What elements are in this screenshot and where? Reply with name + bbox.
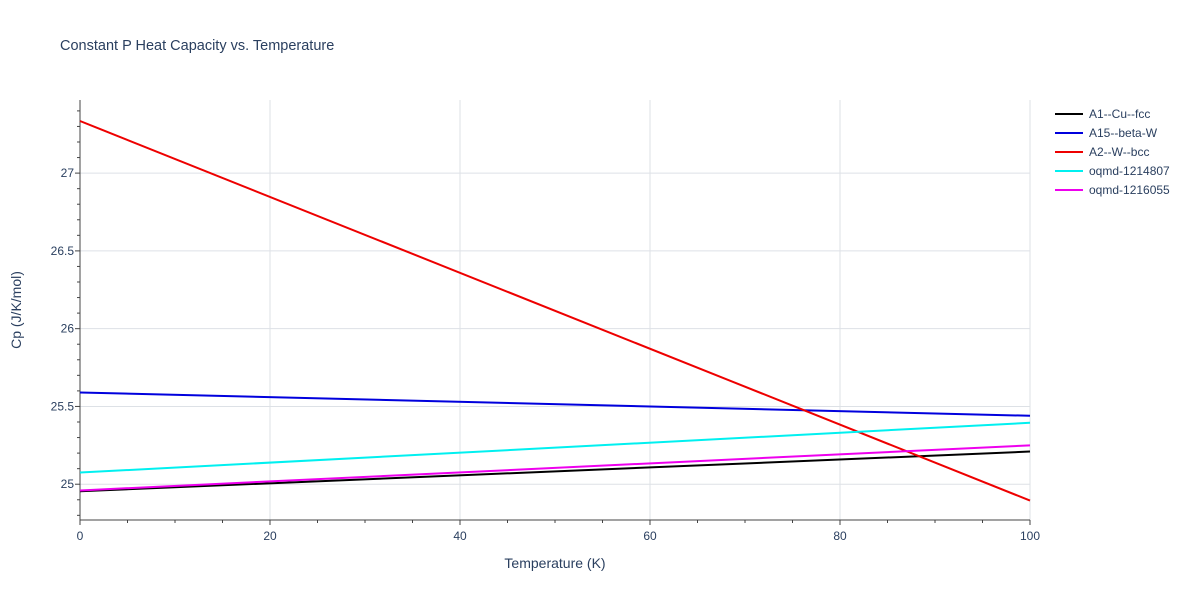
legend-label: A15--beta-W: [1089, 126, 1158, 140]
x-tick-label: 0: [77, 529, 84, 543]
x-tick-label: 20: [263, 529, 277, 543]
series-line-A1--Cu--fcc[interactable]: [79, 450, 1031, 493]
y-tick-label: 25.5: [51, 399, 75, 413]
axes: [75, 100, 1031, 525]
y-tick-label: 26: [61, 322, 75, 336]
x-tick-label: 80: [833, 529, 847, 543]
chart-title: Constant P Heat Capacity vs. Temperature: [60, 38, 334, 54]
legend-label: A2--W--bcc: [1089, 145, 1149, 159]
legend-item[interactable]: oqmd-1214807: [1055, 164, 1170, 178]
legend-item[interactable]: A15--beta-W: [1055, 126, 1158, 140]
y-axis-label: Cp (J/K/mol): [8, 271, 24, 349]
legend-item[interactable]: oqmd-1216055: [1055, 183, 1170, 197]
legend[interactable]: A1--Cu--fcc A15--beta-W A2--W--bcc oqmd-121…: [1055, 107, 1170, 197]
legend-label: oqmd-1214807: [1089, 164, 1170, 178]
series-line-A15--beta-W[interactable]: [79, 391, 1031, 417]
y-tick-label: 25: [61, 477, 75, 491]
legend-item[interactable]: A2--W--bcc: [1055, 145, 1149, 159]
x-tick-label: 60: [643, 529, 657, 543]
series-line-A2--W--bcc[interactable]: [79, 120, 1031, 502]
legend-label: oqmd-1216055: [1089, 183, 1170, 197]
x-tick-label: 40: [453, 529, 467, 543]
x-tick-label: 100: [1020, 529, 1040, 543]
y-tick-label: 26.5: [51, 244, 75, 258]
series-lines: [79, 120, 1031, 502]
legend-label: A1--Cu--fcc: [1089, 107, 1150, 121]
tick-labels: 0 20 40 60 80 100 25 25.5 26 26.5 27: [51, 166, 1041, 543]
x-axis-label: Temperature (K): [504, 555, 605, 571]
legend-item[interactable]: A1--Cu--fcc: [1055, 107, 1150, 121]
y-tick-label: 27: [61, 166, 75, 180]
series-line-oqmd-1214807[interactable]: [79, 421, 1031, 474]
series-line-oqmd-1216055[interactable]: [79, 444, 1031, 492]
